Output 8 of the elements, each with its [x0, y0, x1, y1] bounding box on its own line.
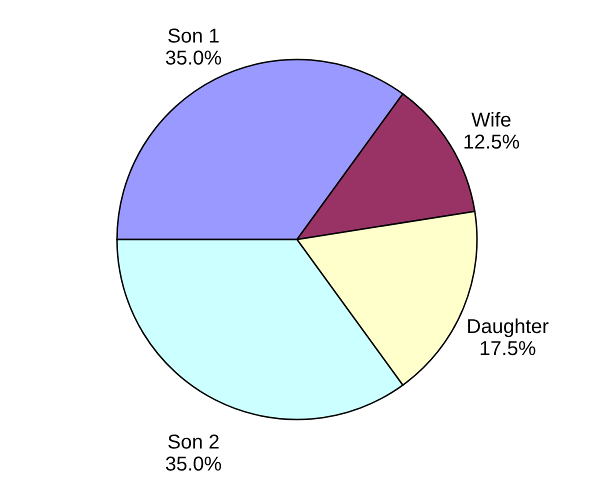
slice-label: Daughter: [466, 316, 550, 338]
data-label: 12.5%: [463, 131, 520, 154]
slice-label: Wife: [471, 109, 512, 132]
data-label: 17.5%: [479, 338, 536, 360]
data-label: 35.0%: [165, 454, 222, 476]
slice-label: Son 2: [167, 432, 220, 454]
slice-label: Son 1: [167, 25, 220, 48]
data-label: 35.0%: [165, 47, 222, 70]
